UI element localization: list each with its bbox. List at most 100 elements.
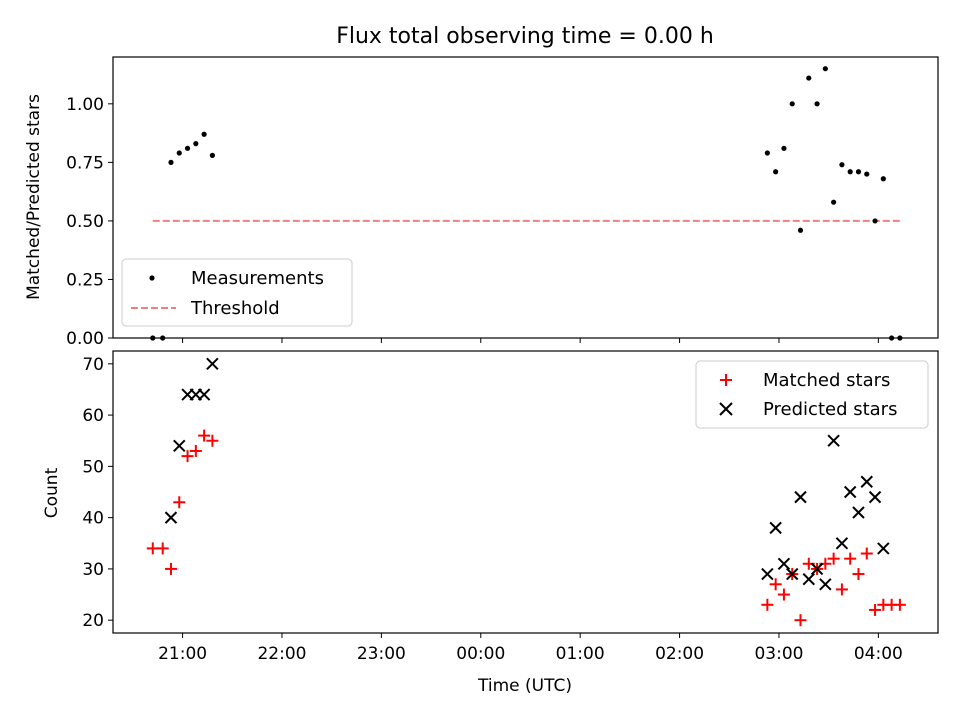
legend-predicted-marker	[719, 402, 733, 416]
predicted-star-point	[819, 578, 832, 591]
measurement-point	[764, 150, 770, 156]
bottom-y-tick-label: 60	[82, 406, 104, 426]
measurement-point	[831, 199, 837, 205]
bottom-axes-frame	[112, 350, 939, 634]
measurement-point	[176, 150, 182, 156]
measurement-point	[872, 218, 878, 224]
x-tick-label: 21:00	[158, 644, 207, 664]
predicted-star-point	[827, 434, 840, 447]
x-tick-label: 04:00	[854, 644, 903, 664]
predicted-star-point	[761, 567, 774, 581]
matched-star-point	[893, 598, 906, 611]
top-y-tick-label: 0.50	[66, 212, 104, 232]
x-tick-label: 03:00	[754, 644, 803, 664]
predicted-star-point	[769, 521, 782, 535]
bottom-y-tick-label: 50	[82, 457, 104, 477]
measurement-point	[847, 169, 853, 175]
matched-star-point	[860, 547, 873, 560]
predicted-star-point	[786, 567, 799, 581]
predicted-star-point	[794, 490, 807, 504]
legend-measurements-label: Measurements	[191, 268, 324, 289]
predicted-star-point	[810, 562, 824, 576]
predicted-star-point	[206, 357, 219, 371]
matched-star-point	[156, 542, 169, 555]
x-tick-label: 23:00	[357, 644, 406, 664]
measurement-point	[822, 66, 828, 72]
top-legend: Measurements Threshold	[121, 258, 353, 327]
measurement-point	[880, 176, 886, 182]
top-y-ticks: 0.00 0.25 0.50 0.75 1.00	[66, 95, 113, 349]
measurement-point	[797, 227, 804, 233]
legend-measurements-marker	[149, 275, 155, 281]
measurement-point	[839, 162, 845, 168]
top-axes-frame	[112, 56, 939, 339]
predicted-star-point	[877, 542, 890, 555]
top-marks	[150, 66, 903, 341]
top-x-ticks	[182, 338, 879, 343]
top-legend-box	[121, 258, 353, 327]
x-tick-label: 01:00	[556, 644, 605, 664]
bottom-y-ticks: 20 30 40 50 60 70	[82, 355, 113, 631]
measurement-point	[184, 145, 191, 151]
measurement-point	[806, 75, 812, 81]
predicted-star-point	[197, 388, 211, 401]
measurement-point	[209, 152, 215, 158]
measurement-point	[855, 169, 862, 175]
predicted-star-point	[173, 439, 186, 453]
predicted-star-point	[860, 475, 873, 488]
predicted-star-point	[835, 537, 849, 550]
matched-star-point	[835, 583, 848, 596]
top-y-tick-label: 0.25	[66, 270, 104, 290]
matched-star-point	[206, 434, 219, 447]
predicted-star-point	[868, 490, 882, 504]
matched-star-point	[769, 578, 782, 591]
matched-star-point	[794, 614, 807, 627]
bottom-panel: 20 30 40 50 60 70 21:00 22:00 23:00 00:00 01:00 02…	[42, 350, 939, 696]
x-tick-label: 00:00	[456, 644, 505, 664]
matched-star-point	[198, 429, 211, 442]
bottom-y-axis-label: Count	[42, 467, 62, 518]
top-y-tick-label: 1.00	[66, 95, 104, 115]
bottom-y-tick-label: 20	[82, 611, 104, 631]
measurement-point	[864, 171, 870, 177]
top-y-tick-label: 0.75	[66, 153, 104, 173]
matched-star-point	[869, 603, 882, 616]
legend-threshold-label: Threshold	[190, 298, 280, 319]
bottom-legend-box	[695, 360, 929, 429]
bottom-marks	[146, 357, 906, 627]
matched-star-point	[777, 588, 790, 601]
predicted-star-point	[802, 572, 815, 586]
matched-star-point	[189, 444, 202, 457]
predicted-star-point	[843, 485, 857, 499]
bottom-y-tick-label: 70	[82, 355, 104, 375]
legend-predicted-label: Predicted stars	[763, 399, 897, 420]
measurement-point	[193, 141, 199, 147]
matched-star-point	[844, 552, 857, 565]
measurement-point	[201, 131, 207, 137]
top-y-axis-label: Matched/Predicted stars	[24, 94, 44, 300]
legend-matched-label: Matched stars	[763, 370, 890, 391]
bottom-y-tick-label: 40	[82, 509, 104, 529]
chart-title: Flux total observing time = 0.00 h	[336, 24, 714, 49]
measurement-point	[168, 159, 174, 165]
matched-star-point	[852, 568, 865, 581]
matched-star-point	[827, 552, 840, 565]
bottom-x-ticks: 21:00 22:00 23:00 00:00 01:00 02:00 03:00 04:00	[158, 633, 903, 664]
measurement-point	[814, 101, 820, 107]
top-y-tick-label: 0.00	[66, 329, 104, 349]
top-panel: 0.00 0.25 0.50 0.75 1.00 Matched/Predicted s…	[24, 56, 939, 349]
measurement-point	[789, 101, 795, 107]
measurement-point	[773, 169, 779, 175]
bottom-y-tick-label: 30	[82, 560, 104, 580]
matched-star-point	[761, 598, 774, 611]
x-axis-label: Time (UTC)	[477, 676, 572, 696]
matched-star-point	[164, 562, 177, 575]
x-tick-label: 22:00	[257, 644, 306, 664]
matched-star-point	[181, 450, 194, 463]
predicted-star-point	[852, 506, 865, 519]
matched-star-point	[173, 496, 186, 509]
x-tick-label: 02:00	[655, 644, 704, 664]
predicted-star-point	[777, 557, 791, 570]
